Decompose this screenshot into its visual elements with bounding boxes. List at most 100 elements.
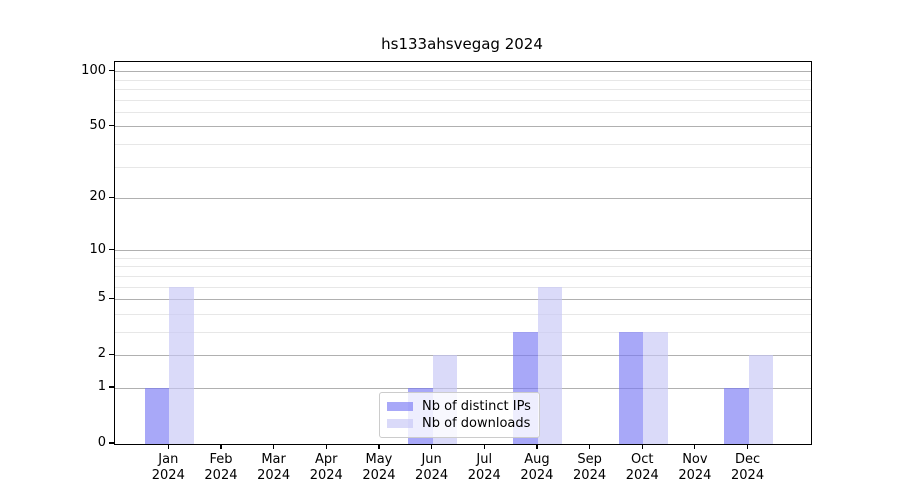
y-tick-mark <box>109 442 114 444</box>
gridline-major <box>115 298 811 300</box>
bar-distinct-ips-oct <box>618 332 644 444</box>
gridline-minor <box>115 257 811 259</box>
y-tick-mark <box>109 196 114 199</box>
gridline-minor <box>115 275 811 277</box>
gridline-major <box>115 197 811 199</box>
x-tick-month: Jan <box>158 452 179 467</box>
plot-area: Nb of distinct IPs Nb of downloads <box>114 61 812 445</box>
x-tick-mark <box>325 444 327 449</box>
y-tick-label-50: 50 <box>89 117 106 133</box>
bar-downloads-oct <box>643 332 668 444</box>
gridline-minor <box>115 266 811 268</box>
x-tick-label-jun: Jun 2024 <box>400 452 464 483</box>
x-tick-year: 2024 <box>257 467 291 483</box>
y-tick-label-5: 5 <box>97 290 106 306</box>
x-tick-year: 2024 <box>204 467 238 483</box>
gridline-major <box>115 250 811 252</box>
gridlines <box>115 62 811 444</box>
legend-item-downloads: Nb of downloads <box>387 415 531 432</box>
x-tick-mark <box>431 444 433 449</box>
gridline-major <box>115 354 811 356</box>
x-tick-label-jul: Jul 2024 <box>452 452 516 483</box>
y-tick-label-10: 10 <box>89 241 106 257</box>
x-tick-year: 2024 <box>362 467 396 483</box>
x-tick-label-apr: Apr 2024 <box>294 452 358 483</box>
gridline-minor <box>115 166 811 168</box>
x-tick-label-dec: Dec 2024 <box>716 452 780 483</box>
x-tick-mark <box>746 444 749 449</box>
x-tick-label-mar: Mar 2024 <box>242 452 306 483</box>
y-tick-mark <box>109 353 114 355</box>
x-tick-mark <box>220 444 222 449</box>
gridline-minor <box>115 79 811 81</box>
x-tick-year: 2024 <box>520 467 554 483</box>
x-tick-label-feb: Feb 2024 <box>189 452 253 483</box>
gridline-major <box>115 126 811 128</box>
gridline-minor <box>115 331 811 333</box>
bars <box>115 62 811 444</box>
x-tick-month: Oct <box>630 452 654 467</box>
y-tick-mark <box>109 386 114 388</box>
x-tick-mark <box>378 444 380 449</box>
legend-swatch-distinct-ips <box>387 402 413 411</box>
x-tick-month: May <box>365 452 393 467</box>
bar-downloads-dec <box>748 355 774 444</box>
x-tick-month: Mar <box>261 452 286 467</box>
x-tick-mark <box>483 444 485 449</box>
x-tick-month: Apr <box>315 452 338 467</box>
x-tick-month: Jul <box>476 452 493 467</box>
y-tick-mark <box>109 70 114 72</box>
x-tick-mark <box>588 444 591 449</box>
gridline-major <box>115 387 811 389</box>
x-tick-year: 2024 <box>151 467 185 483</box>
x-tick-label-oct: Oct 2024 <box>610 452 674 483</box>
chart-title: hs133ahsvegag 2024 <box>381 35 543 53</box>
x-tick-mark <box>167 444 169 449</box>
legend: Nb of distinct IPs Nb of downloads <box>379 392 540 438</box>
y-tick-label-2: 2 <box>97 346 106 362</box>
x-tick-label-may: May 2024 <box>347 452 411 483</box>
x-tick-mark <box>536 444 538 449</box>
x-tick-year: 2024 <box>625 467 659 483</box>
y-tick-mark <box>109 125 114 127</box>
x-tick-month: Dec <box>734 452 761 467</box>
x-tick-year: 2024 <box>731 467 765 483</box>
gridline-minor <box>115 111 811 113</box>
y-tick-label-100: 100 <box>81 62 106 78</box>
gridline-minor <box>115 143 811 145</box>
x-tick-label-nov: Nov 2024 <box>663 452 727 483</box>
x-tick-month: Feb <box>209 452 233 467</box>
y-tick-label-20: 20 <box>89 189 106 205</box>
gridline-minor <box>115 99 811 101</box>
gridline-minor <box>115 286 811 288</box>
gridline-minor <box>115 313 811 315</box>
x-tick-year: 2024 <box>678 467 712 483</box>
legend-label-distinct-ips: Nb of distinct IPs <box>422 399 531 414</box>
gridline-major <box>115 71 811 73</box>
x-tick-month: Sep <box>577 452 602 467</box>
x-tick-year: 2024 <box>573 467 607 483</box>
y-tick-mark <box>109 248 114 251</box>
legend-label-downloads: Nb of downloads <box>422 416 531 431</box>
bar-distinct-ips-jan <box>144 388 170 444</box>
bar-distinct-ips-dec <box>724 388 749 444</box>
x-tick-year: 2024 <box>309 467 343 483</box>
x-tick-month: Jun <box>421 452 442 467</box>
bar-downloads-jan <box>169 287 194 444</box>
x-tick-year: 2024 <box>415 467 449 483</box>
x-tick-month: Aug <box>524 452 550 467</box>
y-tick-mark <box>109 297 114 300</box>
legend-swatch-downloads <box>387 419 413 428</box>
x-tick-month: Nov <box>682 452 708 467</box>
x-tick-mark <box>641 444 643 449</box>
x-tick-mark <box>273 444 275 449</box>
y-tick-label-0: 0 <box>97 435 106 450</box>
y-tick-label-1: 1 <box>97 379 106 395</box>
x-tick-label-aug: Aug 2024 <box>505 452 569 483</box>
x-tick-label-jan: Jan 2024 <box>136 452 200 483</box>
x-tick-year: 2024 <box>467 467 501 483</box>
x-tick-mark <box>694 444 696 449</box>
gridline-minor <box>115 89 811 91</box>
x-tick-label-sep: Sep 2024 <box>558 452 622 483</box>
